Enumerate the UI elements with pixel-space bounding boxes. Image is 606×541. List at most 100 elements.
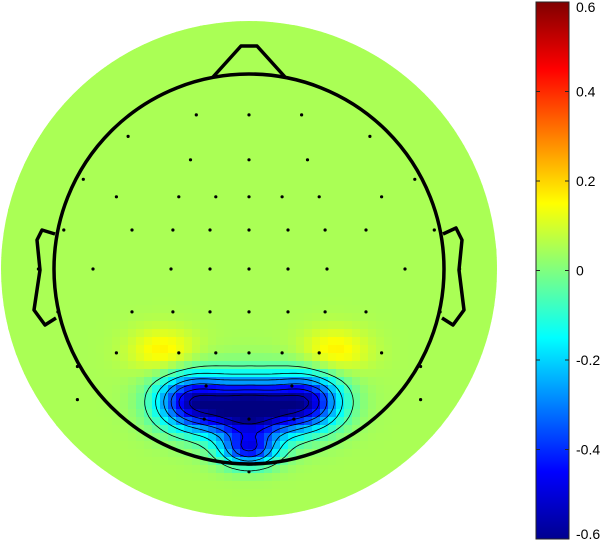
heatmap-cell [352,265,361,274]
heatmap-cell [16,217,25,226]
heatmap-cell [176,361,185,370]
colorbar-tick-label: -0.4 [576,442,600,458]
heatmap-cell [248,321,257,330]
heatmap-cell [208,265,217,274]
heatmap-cell [80,425,89,434]
heatmap-cell [128,33,137,42]
heatmap-cell [64,297,73,306]
heatmap-cell [488,225,497,234]
heatmap-cell [432,473,441,482]
contour-line [189,394,309,425]
heatmap-cell [1,129,9,138]
heatmap-cell [448,49,457,58]
heatmap-cell [336,65,345,74]
heatmap-cell [1,161,9,170]
heatmap-cell [488,305,497,314]
heatmap-cell [344,217,353,226]
heatmap-cell [408,457,417,466]
heatmap-cell [32,353,41,362]
heatmap-cell [304,305,313,314]
heatmap-cell [448,161,457,170]
heatmap-cell [32,21,41,26]
heatmap-cell [104,225,113,234]
heatmap-cell [480,313,489,322]
heatmap-cell [80,49,89,58]
heatmap-cell [160,241,169,250]
heatmap-cell [240,249,249,258]
heatmap-cell [424,49,433,58]
heatmap-cell [320,33,329,42]
heatmap-cell [16,281,25,290]
heatmap-cell [160,369,169,378]
heatmap-cell [72,73,81,82]
heatmap-cell [472,41,481,50]
heatmap-cell [152,481,161,490]
electrode-dot [247,158,251,162]
heatmap-cell [480,225,489,234]
heatmap-cell [408,449,417,458]
heatmap-cell [256,465,265,474]
heatmap-cell [248,105,257,114]
heatmap-cell [64,145,73,154]
heatmap-cell [184,185,193,194]
heatmap-cell [416,89,425,98]
heatmap-cell [312,21,321,26]
heatmap-cell [352,169,361,178]
heatmap-cell [280,441,289,450]
heatmap-cell [376,361,385,370]
heatmap-cell [240,113,249,122]
heatmap-cell [272,465,281,474]
heatmap-cell [40,393,49,402]
heatmap-cell [304,249,313,258]
heatmap-cell [176,21,185,26]
heatmap-cell [144,233,153,242]
heatmap-cell [64,321,73,330]
heatmap-cell [200,41,209,50]
heatmap-cell [384,433,393,442]
heatmap-cell [96,193,105,202]
heatmap-cell [216,217,225,226]
heatmap-cell [224,121,233,130]
heatmap-cell [336,401,345,410]
heatmap-cell [144,305,153,314]
heatmap-cell [488,473,497,482]
heatmap-cell [184,273,193,282]
heatmap-cell [56,89,65,98]
heatmap-cell [200,73,209,82]
heatmap-cell [192,265,201,274]
heatmap-cell [208,481,217,490]
heatmap-cell [272,49,281,58]
heatmap-cell [112,21,121,26]
heatmap-cell [48,353,57,362]
heatmap-cell [176,289,185,298]
heatmap-cell [376,393,385,402]
heatmap-cell [176,225,185,234]
heatmap-cell [384,81,393,90]
heatmap-cell [32,217,41,226]
heatmap-cell [400,297,409,306]
heatmap-cell [88,361,97,370]
heatmap-cell [480,113,489,122]
heatmap-cell [208,321,217,330]
heatmap-cell [232,25,241,34]
heatmap-cell [368,505,377,514]
heatmap-cell [496,441,497,450]
heatmap-cell [208,449,217,458]
heatmap-cell [368,473,377,482]
heatmap-cell [208,193,217,202]
heatmap-cell [112,481,121,490]
heatmap-cell [376,505,385,514]
heatmap-cell [408,193,417,202]
heatmap-cell [312,433,321,442]
heatmap-cell [96,153,105,162]
heatmap-cell [168,33,177,42]
heatmap-cell [368,305,377,314]
electrode-dot [247,195,251,199]
heatmap-cell [248,233,257,242]
electrode-dot [325,267,329,271]
heatmap-cell [104,161,113,170]
heatmap-cell [344,65,353,74]
heatmap-cell [200,209,209,218]
heatmap-cell [296,89,305,98]
heatmap-cell [224,289,233,298]
